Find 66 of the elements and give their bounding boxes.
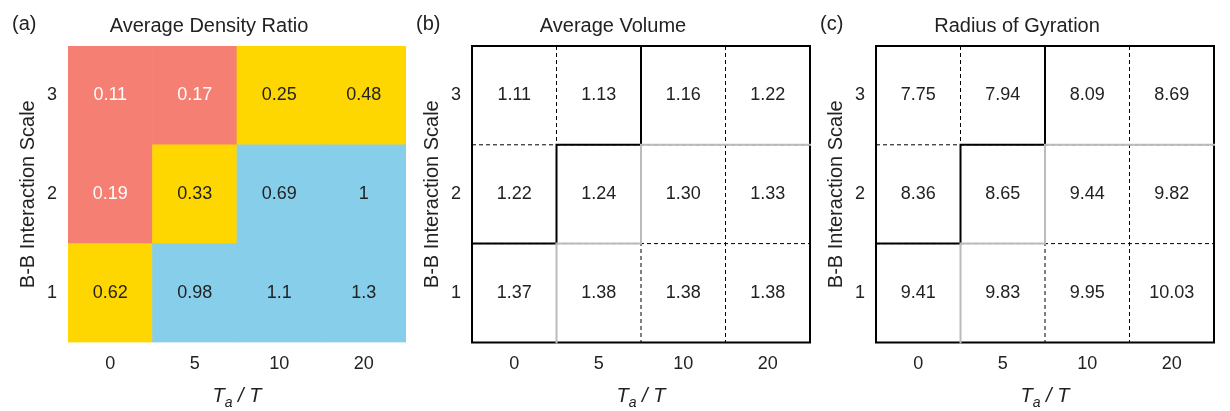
chart-title: Average Density Ratio [109,13,309,36]
y-tick-label: 3 [451,84,462,105]
data-label: 8.65 [985,183,1021,204]
data-label: 0.19 [92,183,128,204]
data-label: 0.11 [93,84,128,105]
x-tick-label: 20 [1161,353,1182,374]
data-label: 9.41 [900,281,936,302]
data-label: 1 [358,183,369,204]
data-label: 1.3 [351,281,377,302]
data-label: 1.37 [496,281,532,302]
x-tick-label: 5 [189,353,200,374]
x-tick-label: 0 [913,353,924,374]
data-label: 1.24 [581,183,617,204]
x-tick-label: 0 [509,353,520,374]
data-label: 1.13 [581,84,617,105]
chart-title: Average Volume [539,13,687,36]
x-tick-label: 20 [353,353,374,374]
data-label: 1.38 [665,281,701,302]
data-label: 1.22 [750,84,786,105]
data-label: 8.09 [1069,84,1105,105]
text: (a) [12,11,37,34]
data-label: 8.36 [900,183,936,204]
data-label: 7.75 [900,84,936,105]
y-tick-label: 2 [47,183,58,204]
x-tick-label: 10 [673,353,694,374]
y-tick-label: 1 [855,281,866,302]
data-label: 1.30 [665,183,701,204]
data-label: 0.25 [261,84,297,105]
data-label: 0.98 [177,281,213,302]
x-tick-label: 10 [269,353,290,374]
text: (c) [820,11,844,34]
y-tick-label: 2 [855,183,866,204]
x-tick-label: 20 [757,353,778,374]
data-label: 9.95 [1069,281,1105,302]
data-label: 1.38 [581,281,617,302]
data-label: 1.22 [496,183,532,204]
data-label: 1.11 [497,84,532,105]
data-label: 1.38 [750,281,786,302]
data-label: 8.69 [1154,84,1190,105]
y-axis-title: B-B Interaction Scale [419,100,442,289]
x-tick-label: 5 [997,353,1008,374]
data-label: 0.62 [92,281,128,302]
y-tick-label: 1 [47,281,58,302]
data-label: 9.83 [985,281,1021,302]
chart-title: Radius of Gyration [934,13,1100,36]
y-axis-title: B-B Interaction Scale [823,100,846,289]
data-label: 0.48 [346,84,382,105]
y-axis-title: B-B Interaction Scale [15,100,38,289]
x-tick-label: 0 [105,353,116,374]
data-label: 0.69 [261,183,297,204]
data-label: 9.82 [1154,183,1190,204]
y-tick-label: 1 [451,281,462,302]
text: (b) [416,11,441,34]
data-label: 1.1 [266,281,292,302]
y-tick-label: 3 [855,84,866,105]
x-tick-label: 5 [593,353,604,374]
data-label: 0.17 [177,84,213,105]
y-tick-label: 3 [47,84,58,105]
data-label: 1.16 [665,84,701,105]
data-label: 10.03 [1149,281,1195,302]
data-label: 1.33 [750,183,786,204]
y-tick-label: 2 [451,183,462,204]
data-label: 9.44 [1069,183,1105,204]
x-tick-label: 10 [1077,353,1098,374]
data-label: 7.94 [985,84,1021,105]
data-label: 0.33 [177,183,213,204]
